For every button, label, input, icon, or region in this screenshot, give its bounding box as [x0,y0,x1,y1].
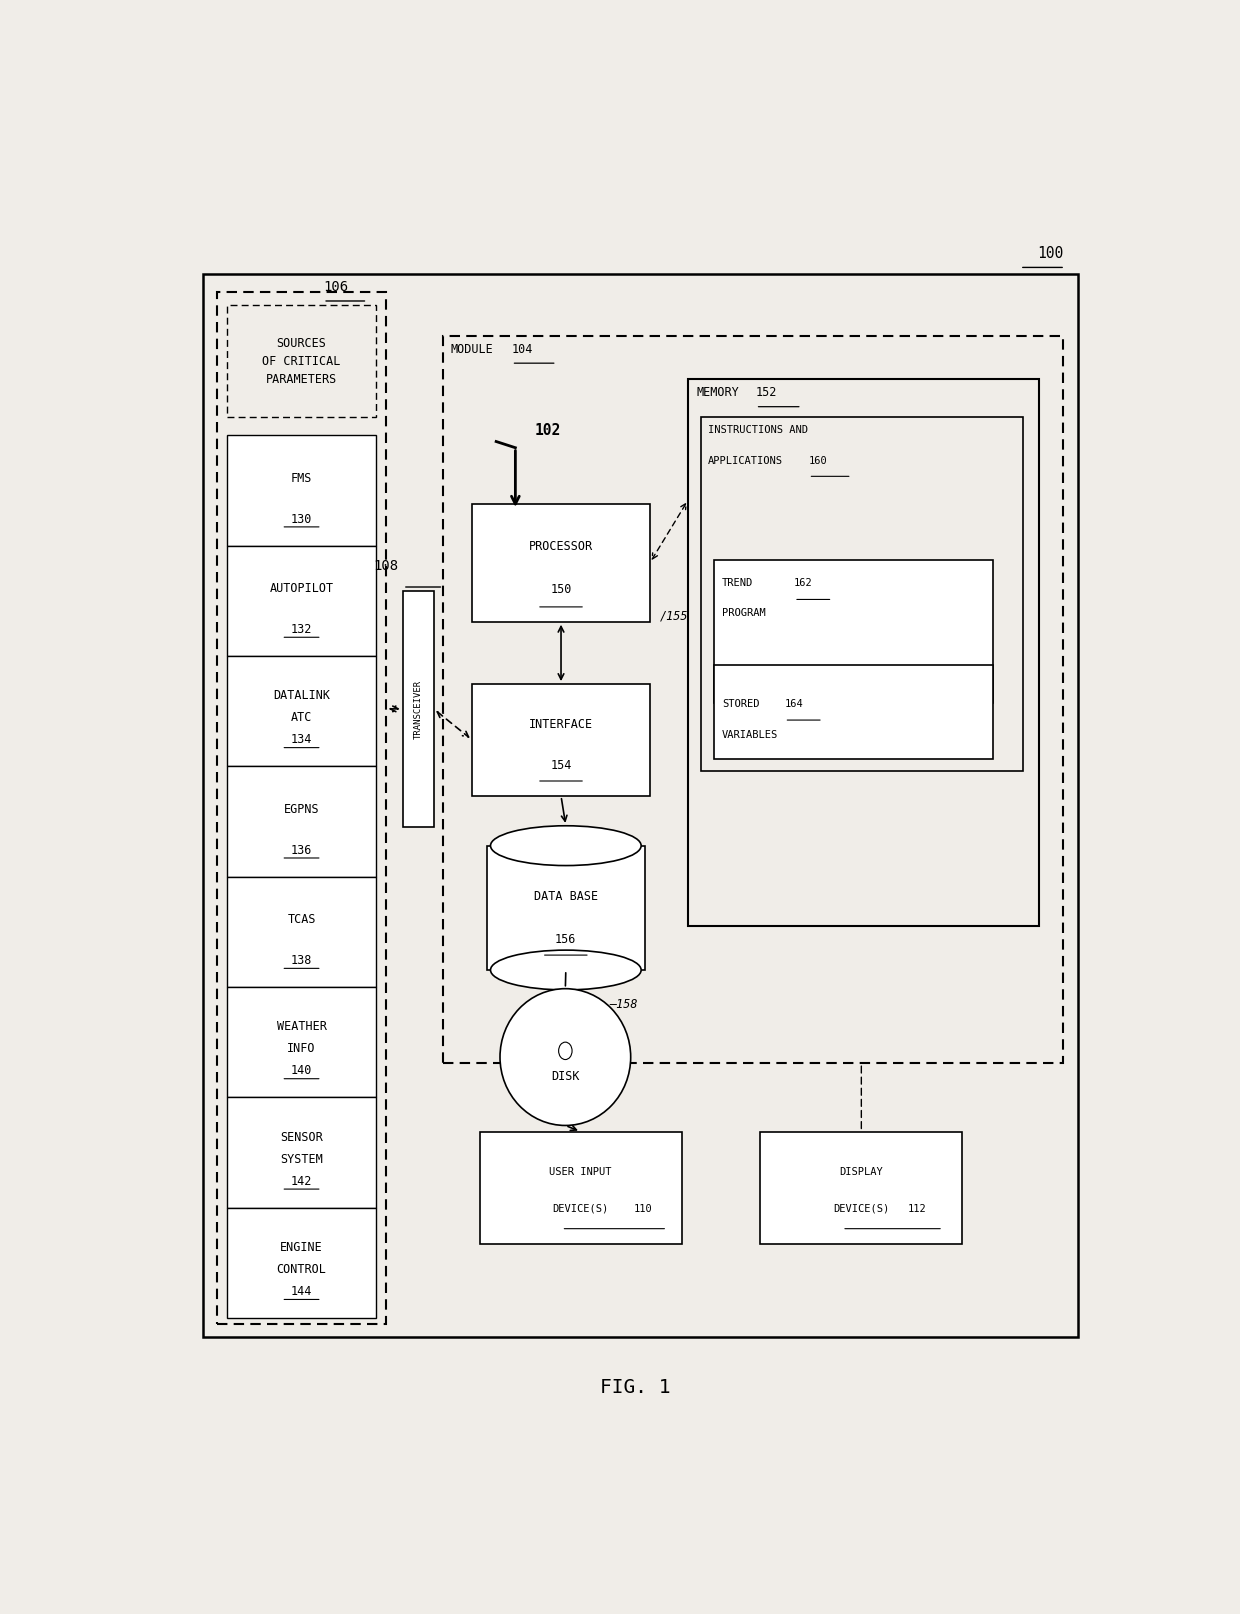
Text: 140: 140 [291,1064,312,1077]
Ellipse shape [491,951,641,991]
Text: SENSOR: SENSOR [280,1130,322,1143]
FancyBboxPatch shape [227,1209,376,1319]
Text: DEVICE(S): DEVICE(S) [833,1202,889,1214]
FancyBboxPatch shape [203,274,1078,1336]
FancyBboxPatch shape [760,1131,962,1244]
Text: 142: 142 [291,1173,312,1186]
Text: 134: 134 [291,733,312,746]
Text: DATA BASE: DATA BASE [533,889,598,902]
Text: /155: /155 [660,610,688,623]
Ellipse shape [500,989,631,1127]
Text: 144: 144 [291,1285,312,1298]
Text: —158: —158 [610,997,639,1010]
FancyBboxPatch shape [227,305,376,418]
Text: WEATHER: WEATHER [277,1020,326,1033]
Text: MODULE: MODULE [451,342,494,355]
Text: VARIABLES: VARIABLES [722,730,779,739]
FancyBboxPatch shape [688,381,1039,926]
Text: SYSTEM: SYSTEM [280,1152,322,1165]
Text: 150: 150 [551,583,572,596]
Text: 138: 138 [291,954,312,967]
Text: DEVICE(S): DEVICE(S) [553,1202,609,1214]
FancyBboxPatch shape [472,684,650,796]
FancyBboxPatch shape [701,418,1023,771]
Text: 100: 100 [1037,245,1063,261]
FancyBboxPatch shape [227,767,376,878]
Text: 102: 102 [534,423,560,437]
FancyBboxPatch shape [227,657,376,767]
Text: INTERFACE: INTERFACE [529,717,593,730]
Text: DISK: DISK [551,1070,579,1083]
Text: DISPLAY: DISPLAY [839,1167,883,1177]
Text: USER INPUT: USER INPUT [549,1167,613,1177]
Text: PROCESSOR: PROCESSOR [529,539,593,552]
FancyBboxPatch shape [227,878,376,988]
FancyBboxPatch shape [714,560,993,704]
Text: 130: 130 [291,512,312,525]
Text: DATALINK: DATALINK [273,689,330,702]
Text: FIG. 1: FIG. 1 [600,1377,671,1396]
Text: 132: 132 [291,623,312,636]
FancyBboxPatch shape [403,591,434,828]
Text: INSTRUCTIONS AND: INSTRUCTIONS AND [708,424,807,434]
Text: 108: 108 [373,558,398,573]
FancyBboxPatch shape [217,294,386,1325]
Text: 106: 106 [324,279,348,294]
FancyBboxPatch shape [472,505,650,623]
Text: 112: 112 [908,1202,926,1214]
Text: APPLICATIONS: APPLICATIONS [708,455,782,466]
FancyBboxPatch shape [486,846,645,970]
Text: 154: 154 [551,759,572,771]
FancyBboxPatch shape [227,436,376,546]
Text: 156: 156 [556,933,577,946]
Text: 160: 160 [808,455,827,466]
FancyBboxPatch shape [227,988,376,1098]
Text: 162: 162 [794,578,812,587]
Text: MEMORY: MEMORY [696,386,739,399]
Circle shape [558,1043,572,1060]
Ellipse shape [491,826,641,867]
FancyBboxPatch shape [444,337,1063,1064]
Text: 164: 164 [785,699,804,709]
Text: 104: 104 [512,342,533,355]
Text: ATC: ATC [291,710,312,723]
Text: TRANSCEIVER: TRANSCEIVER [414,679,423,739]
Text: SOURCES
OF CRITICAL
PARAMETERS: SOURCES OF CRITICAL PARAMETERS [263,337,341,386]
Text: AUTOPILOT: AUTOPILOT [269,581,334,594]
Text: EGPNS: EGPNS [284,802,320,815]
Text: 110: 110 [634,1202,652,1214]
Text: ENGINE: ENGINE [280,1240,322,1252]
Text: INFO: INFO [288,1041,316,1054]
Text: CONTROL: CONTROL [277,1262,326,1275]
Text: STORED: STORED [722,699,759,709]
Text: FMS: FMS [291,471,312,484]
Text: 152: 152 [755,386,777,399]
FancyBboxPatch shape [227,1098,376,1209]
Text: TREND: TREND [722,578,753,587]
Text: PROGRAM: PROGRAM [722,607,766,618]
FancyBboxPatch shape [227,546,376,657]
FancyBboxPatch shape [480,1131,682,1244]
FancyBboxPatch shape [714,667,993,759]
Text: 136: 136 [291,843,312,855]
Text: TCAS: TCAS [288,912,316,925]
